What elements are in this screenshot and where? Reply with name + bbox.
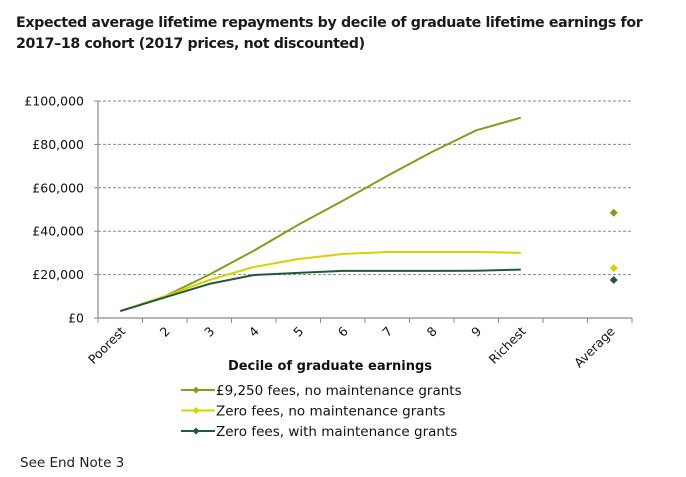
- average-markers: [609, 208, 618, 285]
- legend-label: Zero fees, with maintenance grants: [216, 424, 457, 440]
- series-lines: [119, 116, 522, 313]
- gridlines: [98, 100, 632, 276]
- y-tick-label: £60,000: [32, 180, 84, 195]
- y-tick-label: £20,000: [32, 267, 84, 282]
- legend: £9,250 fees, no maintenance grants Zero f…: [181, 383, 462, 440]
- series-line: [120, 268, 521, 313]
- x-tick-label: 8: [424, 323, 440, 339]
- x-tick-label: 2: [157, 324, 173, 340]
- y-tick-label: £0: [68, 311, 84, 326]
- y-axis: £0 £20,000 £40,000 £60,000 £80,000 £100,000: [24, 94, 99, 326]
- legend-diamond-icon: [192, 386, 200, 394]
- x-tick-label: Richest: [486, 323, 529, 366]
- x-tick-label: Poorest: [85, 323, 128, 366]
- legend-diamond-icon: [192, 427, 200, 435]
- x-tick-label: 3: [201, 324, 217, 340]
- legend-label: £9,250 fees, no maintenance grants: [216, 383, 462, 399]
- y-tick-label: £100,000: [24, 94, 84, 109]
- chart-title: Expected average lifetime repayments by …: [16, 15, 643, 52]
- x-tick-label: 9: [468, 323, 484, 339]
- series-line: [119, 116, 522, 313]
- y-tick-label: £40,000: [32, 224, 84, 239]
- x-tick-label: 7: [379, 324, 395, 340]
- legend-diamond-icon: [192, 407, 200, 414]
- average-diamond-marker: [609, 264, 618, 273]
- x-tick-label: Average: [571, 323, 618, 370]
- x-tick-label: 5: [290, 324, 306, 340]
- x-tick-label: 6: [335, 323, 351, 339]
- average-diamond-marker: [609, 208, 618, 217]
- series-line: [119, 251, 521, 313]
- end-note: See End Note 3: [20, 455, 125, 471]
- legend-label: Zero fees, no maintenance grants: [216, 404, 445, 420]
- average-diamond-marker: [609, 276, 618, 285]
- x-tick-label: 4: [246, 323, 262, 339]
- x-axis-title: Decile of graduate earnings: [228, 359, 432, 374]
- y-tick-label: £80,000: [32, 137, 84, 152]
